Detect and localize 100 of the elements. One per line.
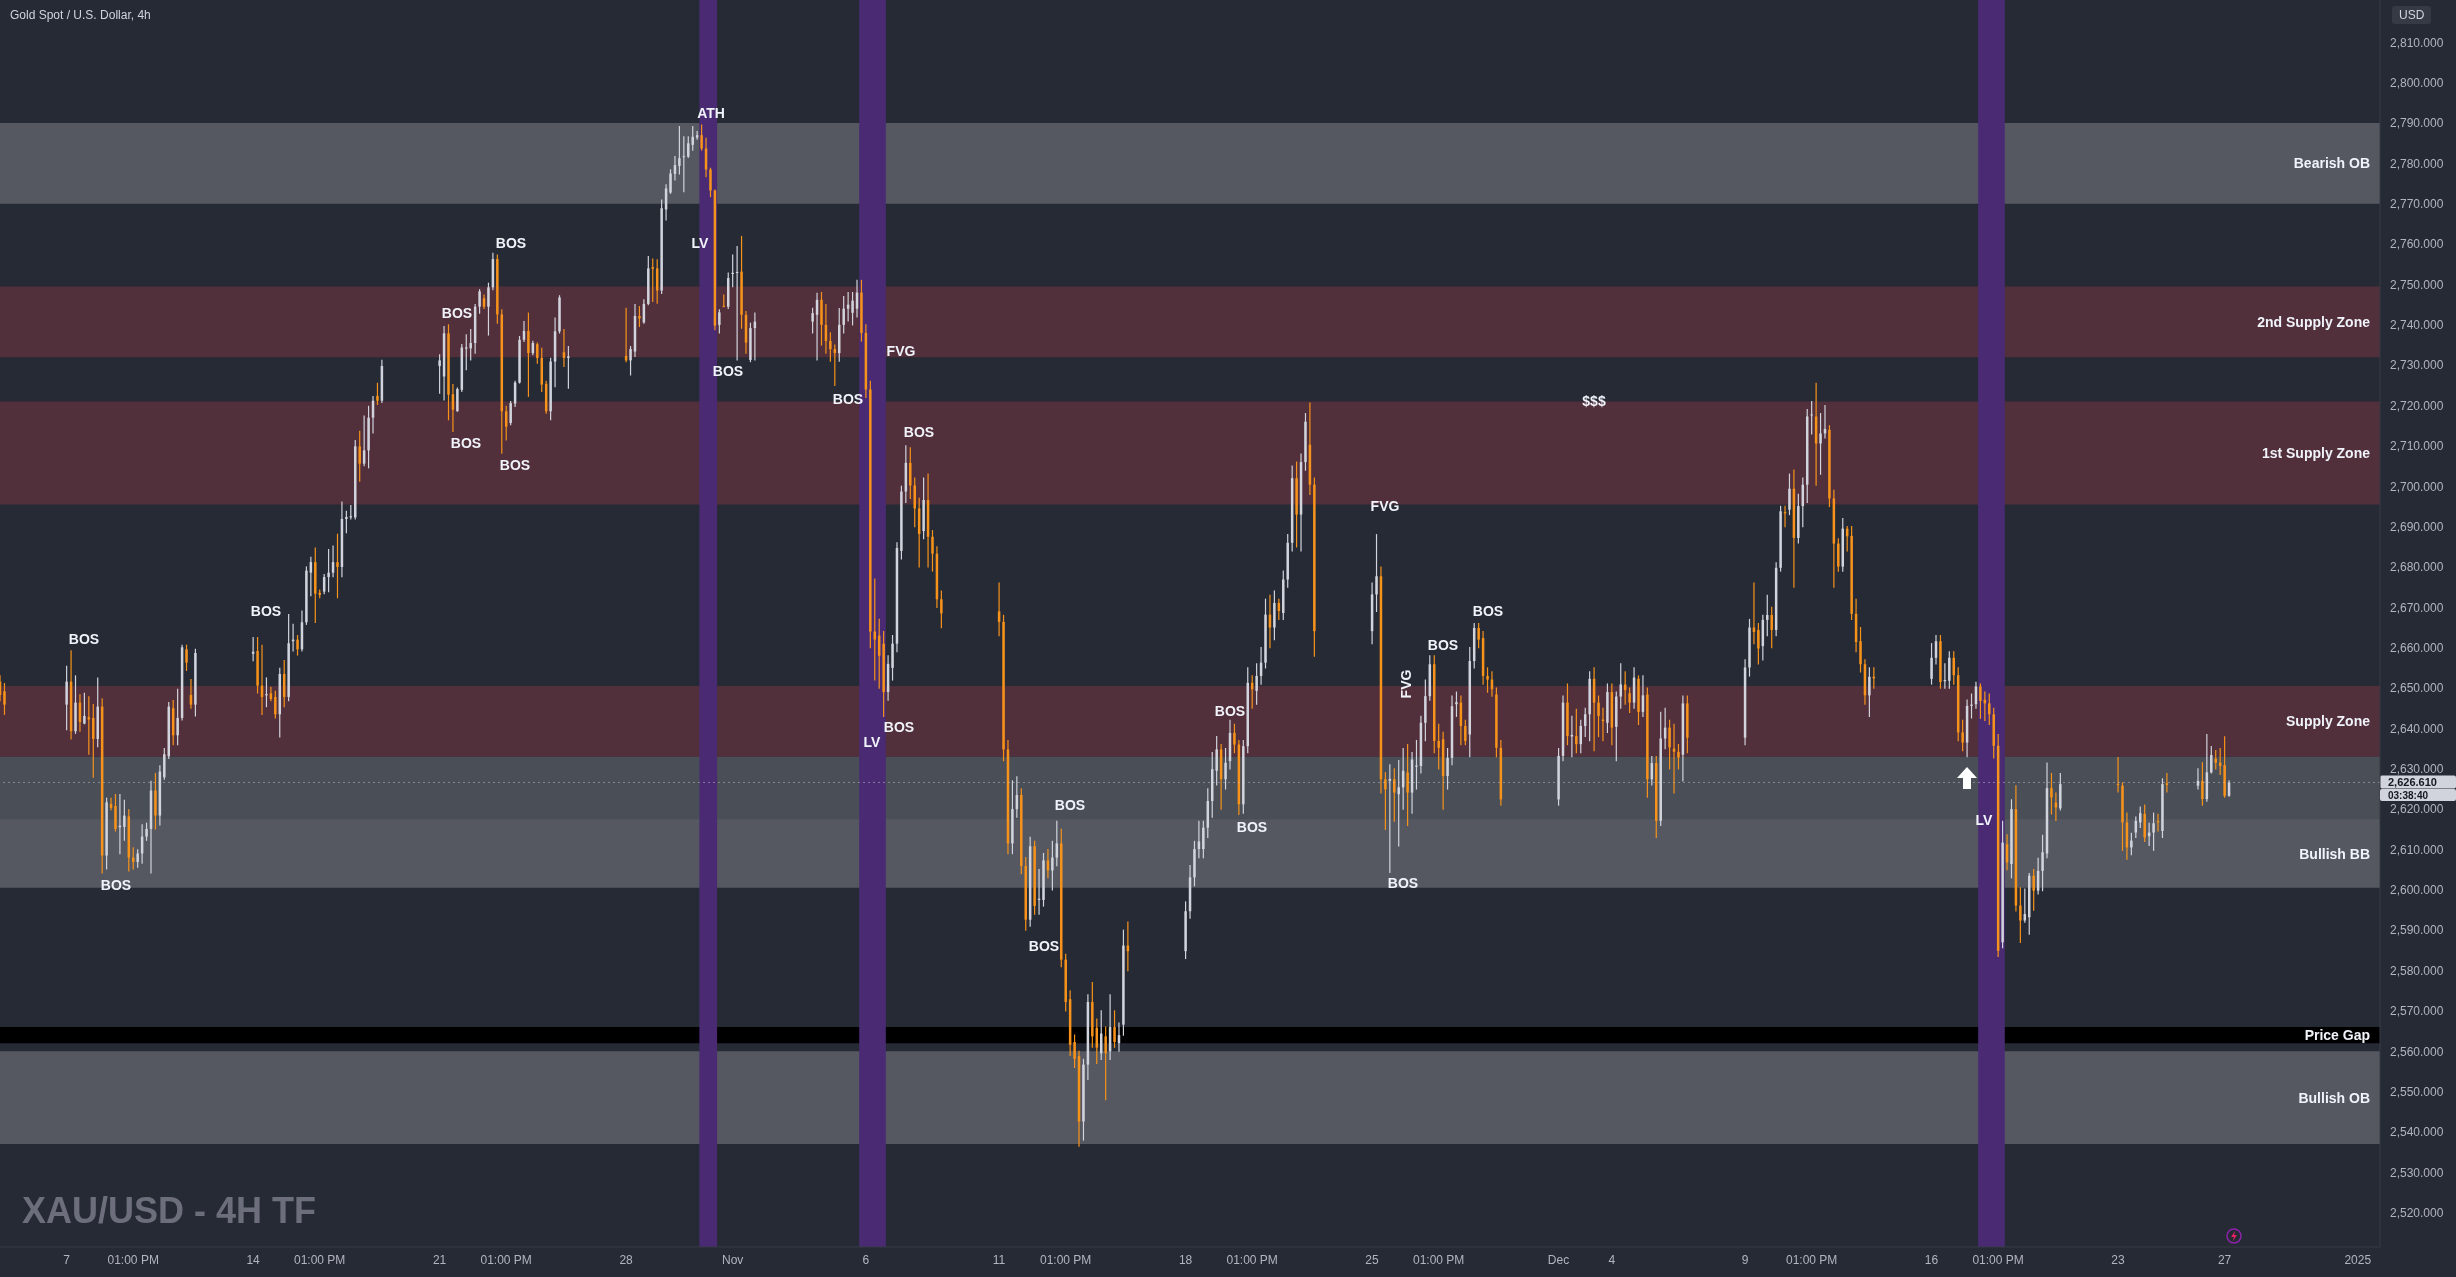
candlestick [891,635,894,681]
annotation: BOS [68,631,100,647]
annotation: BOS [903,424,935,440]
candlestick [1455,691,1458,717]
x-tick-label: 18 [1178,1252,1193,1267]
candlestick [820,291,823,346]
candlestick [1868,667,1871,717]
candlestick [456,387,459,412]
candlestick [1677,743,1680,770]
candlestick [536,342,539,364]
annotation: BOS [1236,819,1268,835]
y-tick-label: 2,600.000 [2390,883,2444,898]
x-tick-label: 14 [246,1252,261,1267]
candlestick [731,254,734,288]
candlestick [1122,929,1125,1036]
candlestick [1477,622,1480,649]
x-tick-label: 9 [1741,1252,1749,1267]
candlestick [487,282,490,336]
candlestick [87,696,91,755]
candlestick [940,590,943,629]
candlestick [345,510,348,534]
y-tick-label: 2,630.000 [2390,762,2444,777]
y-tick-label: 2,640.000 [2390,721,2444,736]
annotation: BOS [250,603,282,619]
candlestick [2019,887,2022,943]
candlestick [154,773,157,830]
candlestick [1397,760,1400,847]
candlestick [1979,683,1982,719]
candlestick [2143,804,2146,843]
candlestick [2050,773,2053,815]
y-tick-label: 2,540.000 [2390,1125,2444,1140]
y-tick-label: 2,680.000 [2390,560,2444,575]
candlestick [478,289,481,314]
x-tick-label: 4 [1608,1252,1616,1267]
candlestick [749,322,752,363]
band-label: Supply Zone [2286,713,2371,730]
candlestick [2121,782,2124,851]
x-tick-label: 01:00 PM [294,1252,346,1267]
candlestick [1828,425,1831,508]
candlestick [447,324,450,421]
candlestick [1859,626,1862,673]
y-tick-label: 2,620.000 [2390,802,2444,817]
candlestick [1051,840,1054,891]
y-tick-label: 2,780.000 [2390,156,2444,171]
candlestick [1819,413,1822,475]
candlestick [651,258,654,303]
candlestick [509,400,512,426]
candlestick [687,136,690,158]
y-tick-label: 2,810.000 [2390,35,2444,50]
y-tick-label: 2,700.000 [2390,479,2444,494]
annotation: BOS [1028,938,1060,954]
candlestick [1668,719,1671,770]
x-tick-label: 16 [1924,1252,1939,1267]
candlestick [1215,735,1218,786]
x-tick-label: 21 [432,1252,447,1267]
candlestick [1464,719,1467,746]
candlestick [909,447,912,499]
x-tick-label: 01:00 PM [1039,1252,1092,1267]
candlestick [1113,1010,1116,1048]
candlestick [678,126,681,175]
candlestick [1988,693,1991,725]
candlestick [1375,534,1378,612]
x-tick-label: Nov [721,1252,744,1267]
y-tick-label: 2,740.000 [2390,318,2444,333]
candlestick [1002,614,1005,762]
x-tick-label: 23 [2111,1252,2126,1267]
annotation: FVG [886,343,916,359]
x-tick-label: 01:00 PM [1226,1252,1278,1267]
candlestick [1446,748,1449,790]
candlestick [629,346,632,376]
y-tick-label: 2,770.000 [2390,197,2444,212]
y-tick-label: 2,690.000 [2390,519,2444,534]
y-tick-label: 2,800.000 [2390,75,2444,90]
candlestick [1757,622,1760,665]
annotation: LV [863,734,882,750]
candlestick [2130,832,2133,856]
candlestick [851,291,854,326]
x-tick-label: 6 [862,1252,870,1267]
band-label: 1st Supply Zone [2261,445,2371,461]
candlestick [913,477,916,528]
candlestick [1566,683,1569,746]
candlestick [1233,723,1236,754]
candlestick [1384,772,1387,830]
y-tick-label: 2,610.000 [2390,842,2444,857]
candlestick [700,124,703,151]
annotation: BOS [832,391,864,407]
candlestick [931,530,934,572]
y-tick-label: 2,760.000 [2390,237,2444,252]
annotation: LV [1975,812,1994,828]
candlestick [1304,413,1307,471]
candlestick [1575,708,1578,754]
annotation: BOS [441,305,473,321]
candlestick [669,169,672,194]
annotation: BOS [450,435,482,451]
candlestick [163,748,166,780]
y-tick-label: 2,520.000 [2390,1205,2444,1220]
x-tick-label: 01:00 PM [1412,1252,1465,1267]
candlestick [336,533,339,599]
candlestick [469,329,472,361]
x-tick-label: 01:00 PM [1785,1252,1838,1267]
